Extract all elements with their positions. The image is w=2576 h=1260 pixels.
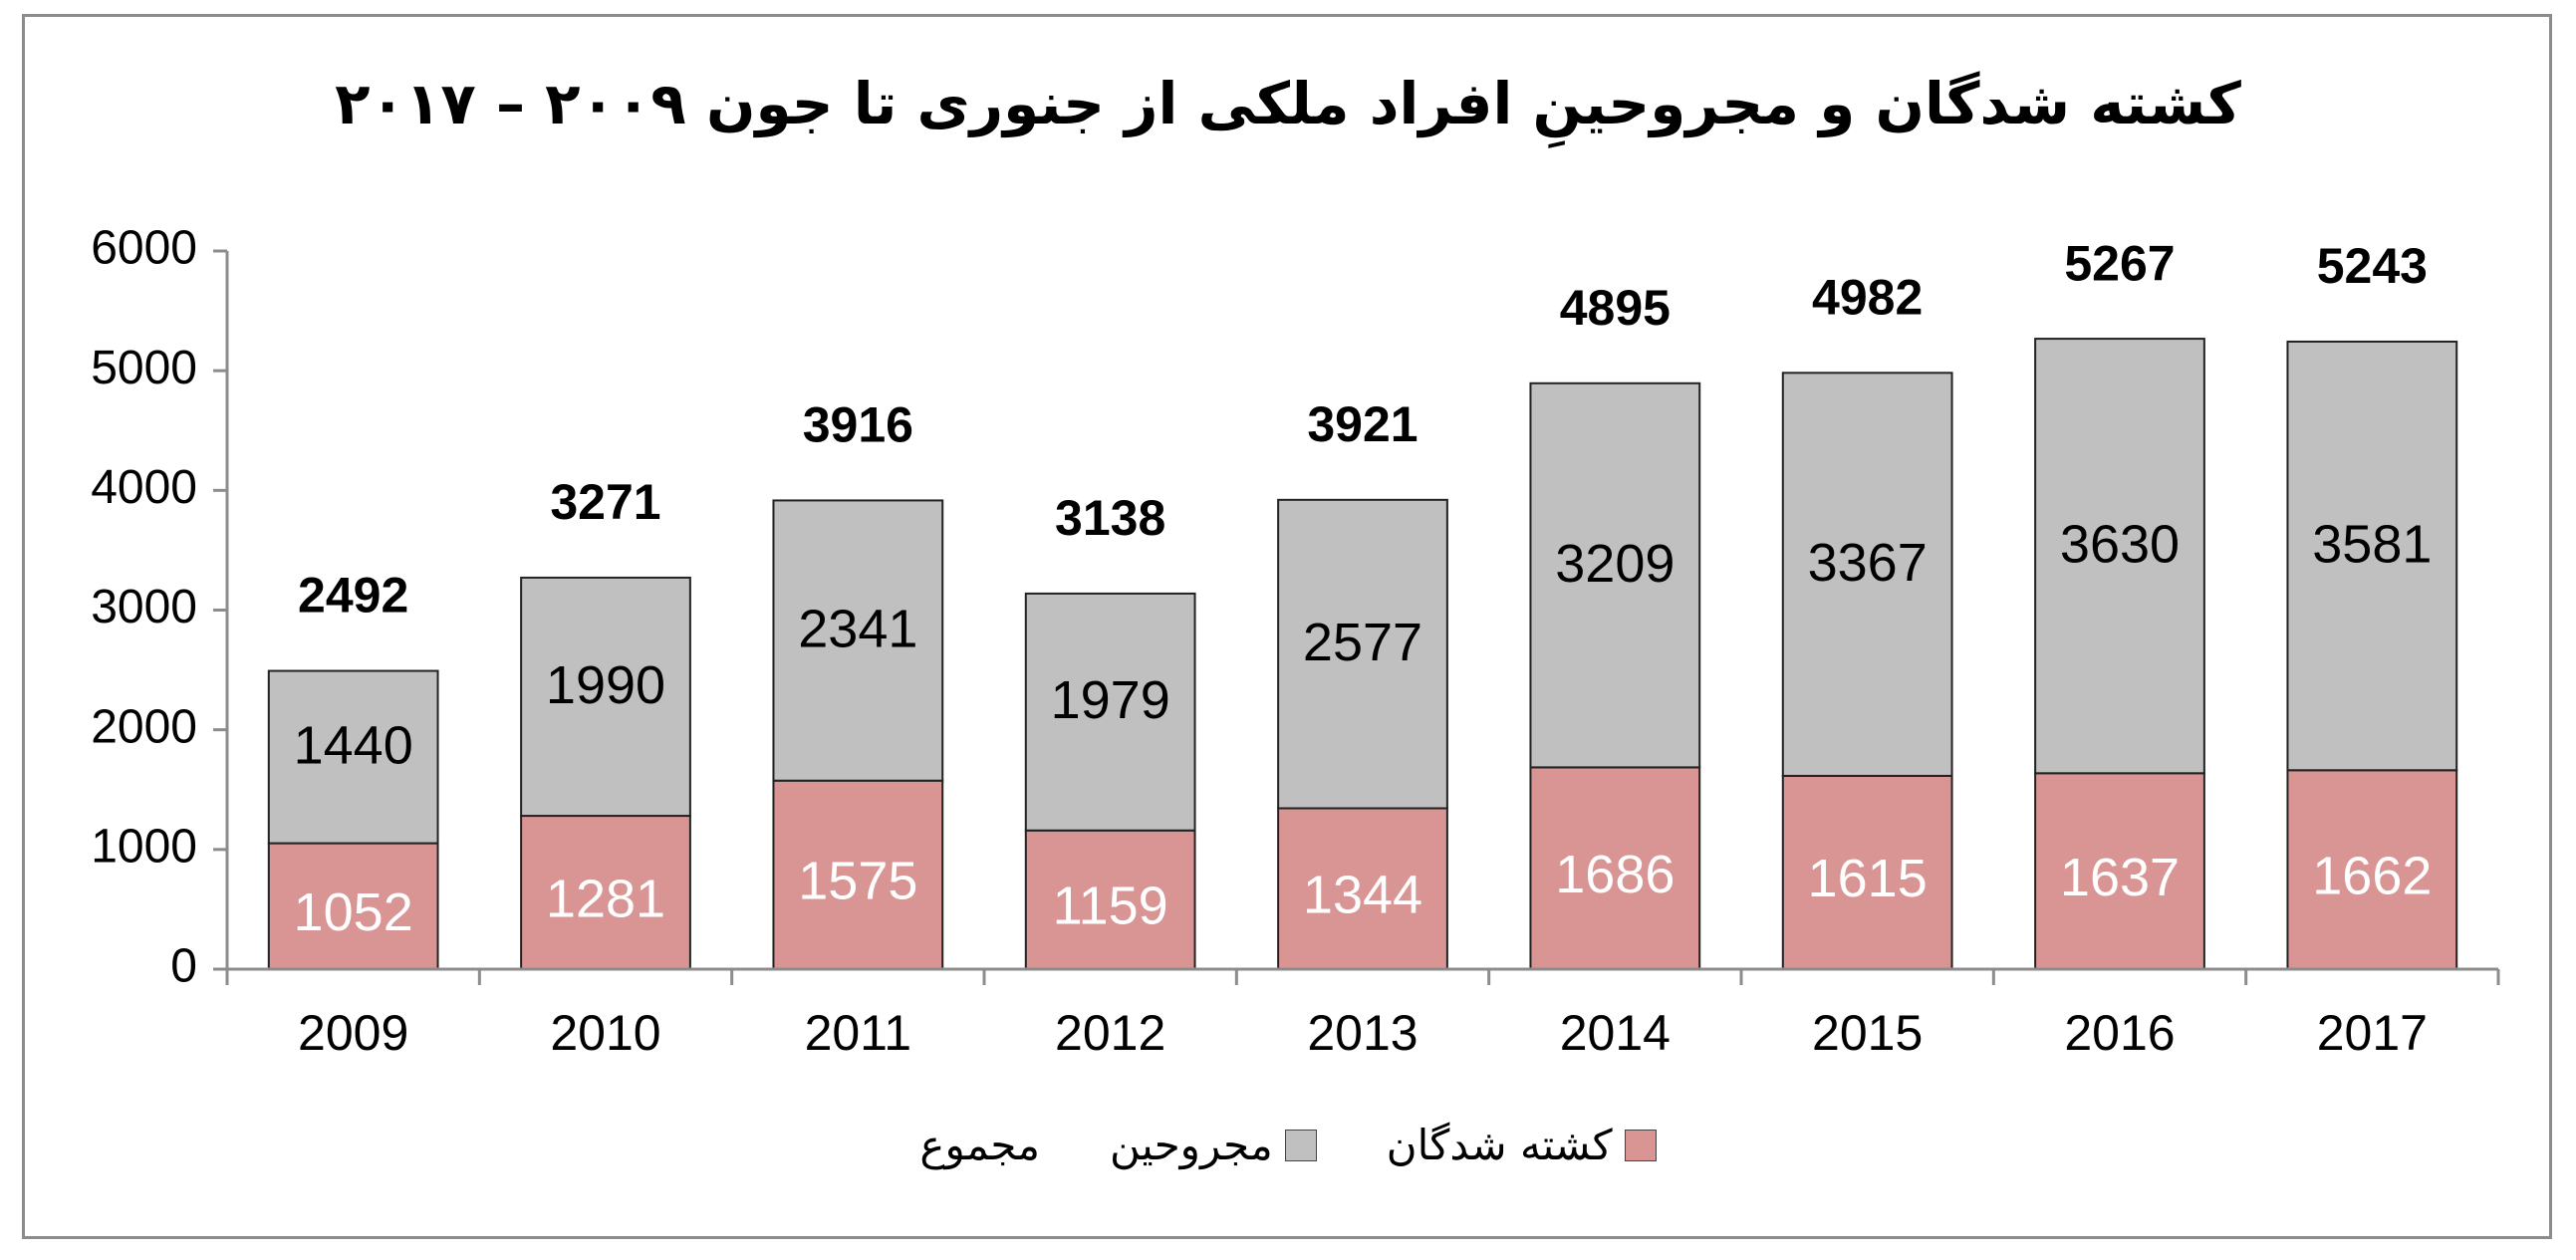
- data-label-killed: 1575: [798, 852, 917, 911]
- data-label-total: 2492: [298, 568, 408, 624]
- y-tick-label: 3000: [91, 581, 197, 633]
- data-label-injured: 1440: [294, 715, 413, 775]
- x-tick-label: 2013: [1307, 1005, 1417, 1061]
- chart-title: کشته شدگان و مجروحینِ افراد ملکی از جنور…: [335, 70, 2241, 137]
- bar-injured: [1529, 381, 1701, 769]
- data-label-injured: 3581: [2312, 514, 2432, 574]
- data-label-killed: 1637: [2060, 848, 2180, 907]
- y-tick-label: 6000: [91, 222, 197, 275]
- legend-label-injured: مجروحین: [1110, 1121, 1273, 1169]
- legend-swatch-injured: [1284, 1129, 1317, 1161]
- data-label-killed: 1281: [546, 869, 665, 928]
- data-label-killed: 1052: [294, 882, 413, 942]
- bar-injured: [2286, 340, 2458, 772]
- x-tick-label: 2009: [298, 1005, 408, 1061]
- bar-injured: [772, 499, 944, 782]
- data-label-total: 5243: [2317, 238, 2428, 294]
- x-tick-label: 2012: [1055, 1005, 1165, 1061]
- legend-item-killed: کشته شدگان: [1387, 1121, 1657, 1169]
- x-tick-label: 2015: [1812, 1005, 1923, 1061]
- y-tick-label: 1000: [91, 821, 197, 874]
- x-tick-label: 2010: [550, 1005, 660, 1061]
- bar-killed: [1529, 766, 1701, 970]
- x-tick-label: 2016: [2064, 1005, 2175, 1061]
- bar-injured: [520, 576, 691, 818]
- data-label-total: 3138: [1055, 490, 1165, 546]
- data-label-injured: 3367: [1808, 533, 1928, 593]
- bar-injured: [1277, 498, 1448, 810]
- legend-label-total: مجموع: [919, 1121, 1041, 1169]
- bar-killed: [772, 779, 944, 970]
- data-label-killed: 1344: [1303, 866, 1422, 925]
- legend-label-killed: کشته شدگان: [1386, 1121, 1613, 1169]
- bar-killed: [1277, 807, 1448, 970]
- data-label-killed: 1686: [1555, 845, 1674, 904]
- data-label-killed: 1662: [2312, 846, 2432, 905]
- data-label-total: 4895: [1560, 280, 1671, 336]
- x-tick-label: 2014: [1560, 1005, 1671, 1061]
- data-label-injured: 1979: [1051, 670, 1170, 730]
- bar-killed: [520, 815, 691, 971]
- data-label-total: 5267: [2064, 235, 2175, 291]
- bar-killed: [2034, 772, 2205, 970]
- data-label-injured: 3630: [2060, 514, 2180, 574]
- bar-killed: [2286, 769, 2458, 971]
- data-label-injured: 2577: [1303, 613, 1422, 672]
- data-label-total: 3916: [803, 397, 913, 453]
- bar-killed: [267, 842, 439, 970]
- data-label-killed: 1159: [1053, 877, 1168, 936]
- bar-injured: [1024, 592, 1196, 832]
- y-tick-label: 0: [170, 940, 197, 993]
- data-label-injured: 3209: [1555, 534, 1674, 594]
- bar-injured: [1781, 372, 1953, 777]
- bar-killed: [1781, 774, 1953, 971]
- legend-swatch-killed: [1624, 1129, 1657, 1161]
- data-label-total: 4982: [1812, 270, 1923, 326]
- legend-item-injured: مجروحین: [1110, 1121, 1317, 1169]
- data-label-total: 3921: [1307, 396, 1417, 452]
- bar-killed: [1024, 829, 1196, 970]
- x-tick-label: 2011: [805, 1005, 912, 1061]
- y-tick-label: 4000: [91, 461, 197, 514]
- bar-injured: [267, 669, 439, 845]
- data-label-total: 3271: [550, 474, 660, 530]
- legend: کشته شدگان مجروحین مجموع: [0, 1121, 2576, 1169]
- y-tick-label: 5000: [91, 342, 197, 394]
- data-label-injured: 1990: [546, 655, 665, 715]
- y-tick-label: 2000: [91, 700, 197, 753]
- legend-item-total: مجموع: [919, 1121, 1040, 1169]
- bar-injured: [2034, 338, 2205, 775]
- data-label-killed: 1615: [1808, 849, 1928, 908]
- data-label-injured: 2341: [798, 599, 917, 658]
- x-tick-label: 2017: [2317, 1005, 2428, 1061]
